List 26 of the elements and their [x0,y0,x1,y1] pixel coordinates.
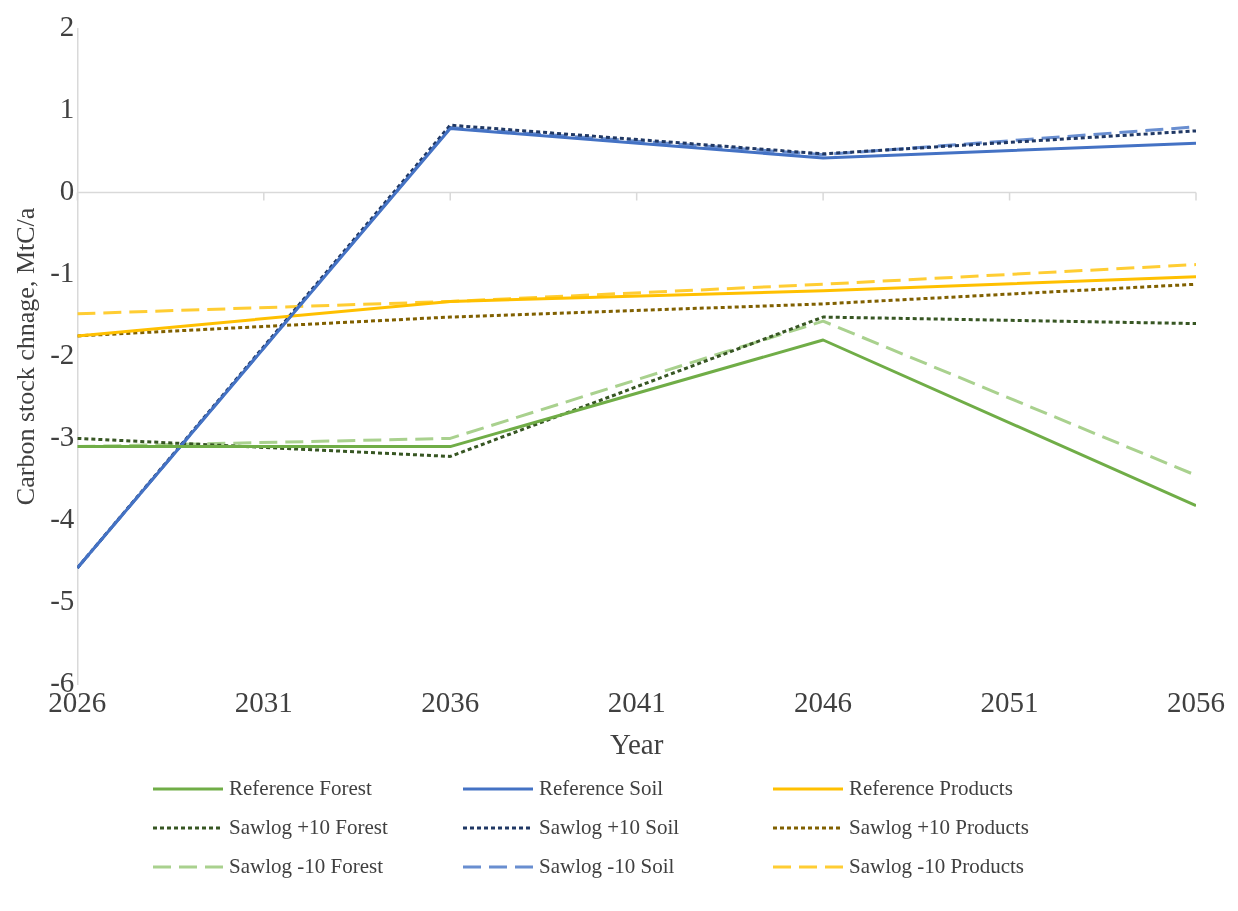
x-tick-label: 2031 [234,686,293,719]
y-tick-label: 2 [59,10,75,43]
y-tick-label: -1 [50,256,75,289]
legend-label: Sawlog +10 Forest [229,815,388,840]
legend-label: Sawlog +10 Products [849,815,1029,840]
x-tick-label: 2051 [980,686,1039,719]
legend-label: Reference Soil [539,776,664,801]
legend-label: Reference Products [849,776,1013,801]
y-tick-label: 0 [59,174,75,207]
y-tick-label: 1 [59,92,75,125]
legend-label: Sawlog +10 Soil [539,815,680,840]
y-tick-label: -3 [50,420,75,453]
legend-label: Sawlog -10 Soil [539,854,675,879]
y-axis-title: Carbon stock chnage, MtC/a [11,207,41,506]
x-axis-title: Year [609,728,664,761]
y-tick-label: -2 [50,338,75,371]
line-series [77,263,1196,316]
legend-label: Reference Forest [229,776,372,801]
x-tick-label: 2056 [1167,686,1225,719]
y-tick-label: -5 [50,584,75,617]
legend-label: Sawlog -10 Forest [229,854,383,879]
x-tick-label: 2041 [607,686,666,719]
y-tick-label: -4 [50,502,75,535]
x-tick-label: 2036 [421,686,480,719]
legend-label: Sawlog -10 Products [849,854,1024,879]
x-tick-label: 2046 [794,686,853,719]
